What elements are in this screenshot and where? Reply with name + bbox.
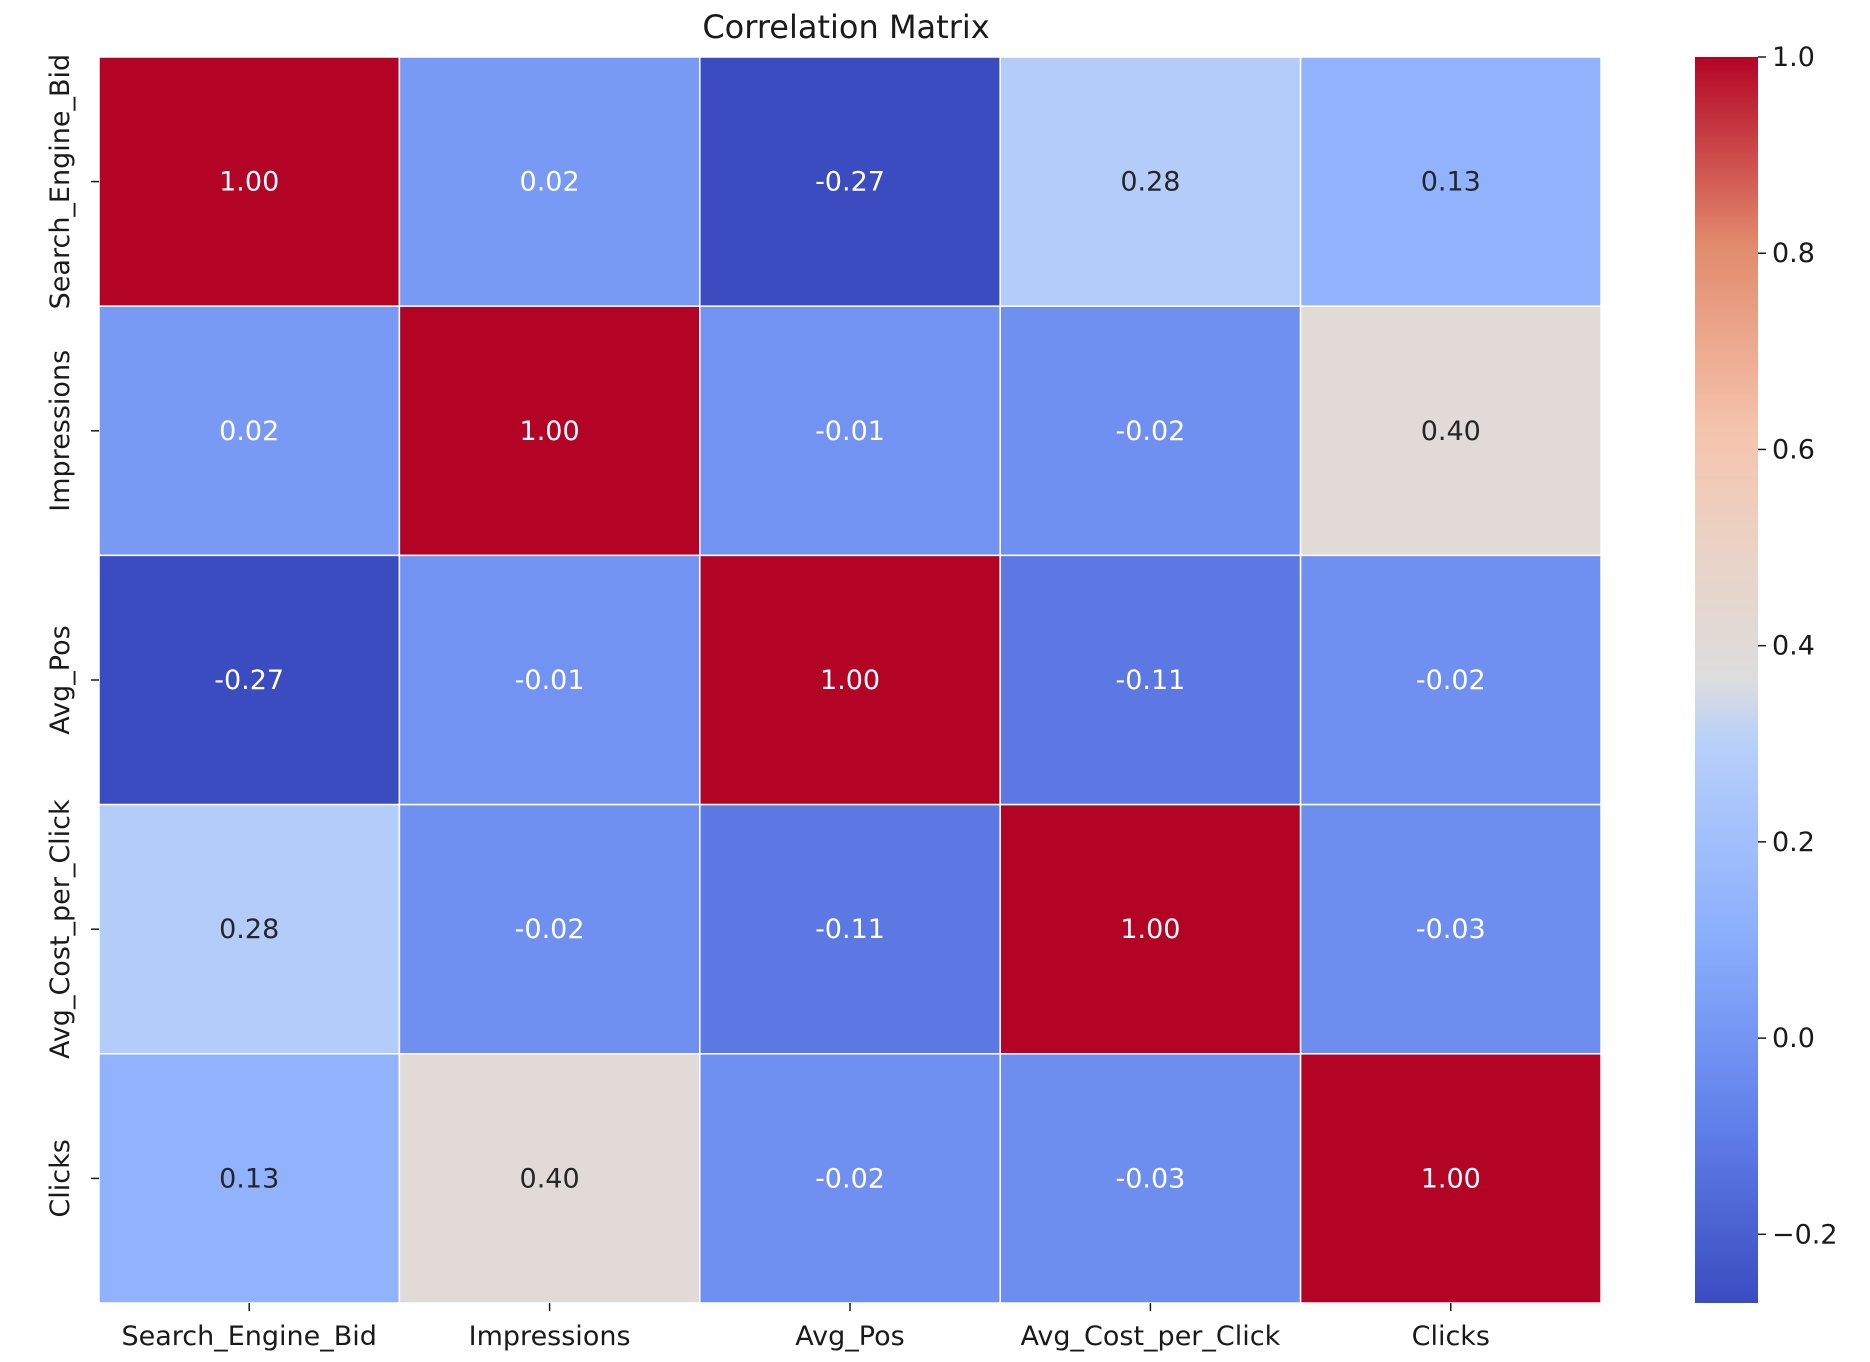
cell-value-label: 0.40 — [1421, 416, 1481, 447]
colorbar-ticks: 1.0 0.8 0.6 0.4 0.2 0.0 −0.2 — [1758, 42, 1838, 1250]
y-tick-label: Search_Engine_Bid — [45, 54, 76, 309]
heatmap-cell — [98, 56, 401, 307]
cell-value-label: 1.00 — [1120, 914, 1180, 945]
heatmap-cell — [699, 305, 1001, 557]
heatmap-cell — [398, 554, 701, 806]
heatmap-cell — [398, 305, 701, 557]
cell-value-label: -0.11 — [1115, 665, 1185, 696]
cell-value-label: 0.13 — [1421, 167, 1481, 198]
heatmap-cells: 1.00 0.02 -0.27 0.28 0.13 0.02 1.00 -0.01 -0.02 0… — [98, 56, 1602, 1304]
cell-value-label: -0.03 — [1115, 1163, 1185, 1194]
y-tick-label: Clicks — [45, 1139, 76, 1217]
cell-value-label: 1.00 — [820, 665, 880, 696]
heatmap-cell — [98, 305, 401, 557]
colorbar: 1.0 0.8 0.6 0.4 0.2 0.0 −0.2 — [1695, 42, 1838, 1303]
colorbar-tick-label: 0.0 — [1772, 1023, 1815, 1054]
heatmap-cell — [98, 1053, 401, 1304]
cell-value-label: -0.27 — [214, 665, 284, 696]
cell-value-label: 1.00 — [219, 167, 279, 198]
colorbar-gradient — [1695, 57, 1758, 1303]
cell-value-label: 0.28 — [1120, 167, 1180, 198]
cell-value-label: -0.02 — [515, 914, 585, 945]
cell-value-label: -0.11 — [815, 914, 885, 945]
heatmap-cell — [699, 1053, 1001, 1304]
y-tick-label: Avg_Cost_per_Click — [45, 799, 76, 1059]
cell-value-label: 0.13 — [219, 1163, 279, 1194]
y-axis: Search_Engine_Bid Impressions Avg_Pos Avg_C… — [45, 54, 99, 1218]
heatmap-cell — [999, 803, 1302, 1055]
heatmap-cell — [699, 554, 1001, 806]
heatmap-cell — [398, 803, 701, 1055]
chart-title: Correlation Matrix — [702, 8, 989, 46]
heatmap-cell — [1299, 803, 1602, 1055]
heatmap-cell — [999, 56, 1302, 307]
heatmap-cell — [398, 1053, 701, 1304]
y-tick-label: Impressions — [45, 350, 76, 512]
heatmap-cell — [699, 803, 1001, 1055]
cell-value-label: 0.40 — [520, 1163, 580, 1194]
heatmap-cell — [1299, 56, 1602, 307]
cell-value-label: 0.28 — [219, 914, 279, 945]
cell-value-label: -0.01 — [815, 416, 885, 447]
x-tick-label: Search_Engine_Bid — [121, 1321, 376, 1352]
colorbar-tick-label: 0.6 — [1772, 434, 1815, 465]
colorbar-tick-label: 1.0 — [1772, 42, 1815, 73]
heatmap-cell — [999, 554, 1302, 806]
heatmap-cell — [1299, 1053, 1602, 1304]
x-tick-label: Impressions — [469, 1321, 631, 1352]
cell-value-label: -0.02 — [815, 1163, 885, 1194]
heatmap-cell — [1299, 554, 1602, 806]
cell-value-label: 1.00 — [1421, 1163, 1481, 1194]
cell-value-label: 0.02 — [520, 167, 580, 198]
colorbar-tick-label: 0.2 — [1772, 827, 1815, 858]
y-tick-label: Avg_Pos — [45, 625, 76, 734]
x-axis: Search_Engine_Bid Impressions Avg_Pos Avg_C… — [121, 1303, 1490, 1352]
heatmap-cell — [1299, 305, 1602, 557]
heatmap-cell — [699, 56, 1001, 307]
colorbar-tick-label: −0.2 — [1772, 1219, 1838, 1250]
colorbar-tick-label: 0.4 — [1772, 631, 1815, 662]
cell-value-label: -0.02 — [1115, 416, 1185, 447]
x-tick-label: Clicks — [1412, 1321, 1490, 1352]
cell-value-label: -0.01 — [515, 665, 585, 696]
cell-value-label: -0.03 — [1416, 914, 1486, 945]
x-tick-label: Avg_Pos — [795, 1321, 904, 1352]
cell-value-label: 1.00 — [520, 416, 580, 447]
cell-value-label: -0.27 — [815, 167, 885, 198]
cell-value-label: -0.02 — [1416, 665, 1486, 696]
heatmap-cell — [398, 56, 701, 307]
x-tick-label: Avg_Cost_per_Click — [1021, 1321, 1281, 1352]
cell-value-label: 0.02 — [219, 416, 279, 447]
colorbar-tick-label: 0.8 — [1772, 238, 1815, 269]
